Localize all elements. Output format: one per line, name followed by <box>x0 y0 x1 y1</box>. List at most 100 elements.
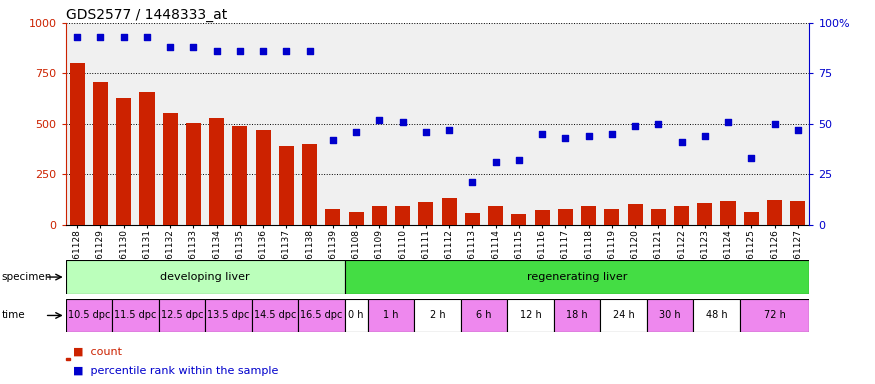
Bar <box>158 299 205 332</box>
Point <box>512 157 526 163</box>
Bar <box>348 212 364 225</box>
Point <box>675 139 689 145</box>
Bar <box>511 214 527 225</box>
Bar <box>345 299 368 332</box>
Text: GDS2577 / 1448333_at: GDS2577 / 1448333_at <box>66 8 227 22</box>
Bar <box>535 210 550 225</box>
Text: 13.5 dpc: 13.5 dpc <box>207 310 249 321</box>
Point <box>791 127 805 133</box>
Text: 16.5 dpc: 16.5 dpc <box>300 310 342 321</box>
Point <box>373 117 387 123</box>
Bar <box>627 205 642 225</box>
Text: developing liver: developing liver <box>160 272 250 282</box>
Bar <box>442 199 457 225</box>
Text: ■  count: ■ count <box>66 346 122 356</box>
Bar <box>651 209 666 225</box>
Point <box>767 121 781 127</box>
Bar <box>507 299 554 332</box>
Point <box>582 133 596 139</box>
Bar <box>720 202 736 225</box>
Bar <box>116 98 131 225</box>
Bar <box>205 299 252 332</box>
Bar <box>693 299 739 332</box>
Text: 6 h: 6 h <box>476 310 492 321</box>
Bar <box>70 63 85 225</box>
Point <box>70 34 84 40</box>
Bar <box>674 207 690 225</box>
Point <box>697 133 711 139</box>
Bar <box>396 207 410 225</box>
Point <box>256 48 270 55</box>
Text: 48 h: 48 h <box>705 310 727 321</box>
Point <box>721 119 735 125</box>
Bar <box>255 130 270 225</box>
Bar <box>186 123 201 225</box>
Bar <box>326 209 340 225</box>
Bar <box>66 299 112 332</box>
Bar <box>66 359 70 360</box>
Text: 12.5 dpc: 12.5 dpc <box>161 310 203 321</box>
Point <box>466 179 480 185</box>
Point <box>558 135 572 141</box>
Point <box>164 44 178 50</box>
Bar <box>368 299 414 332</box>
Text: 18 h: 18 h <box>566 310 588 321</box>
Bar <box>581 207 596 225</box>
Text: 30 h: 30 h <box>659 310 681 321</box>
Point <box>605 131 619 137</box>
Point <box>745 155 759 161</box>
Point <box>140 34 154 40</box>
Bar <box>790 202 805 225</box>
Bar <box>279 146 294 225</box>
Text: specimen: specimen <box>2 272 52 282</box>
Bar <box>554 299 600 332</box>
Bar <box>488 207 503 225</box>
Text: 10.5 dpc: 10.5 dpc <box>67 310 110 321</box>
Bar <box>697 204 712 225</box>
Text: regenerating liver: regenerating liver <box>527 272 627 282</box>
Bar <box>744 212 759 225</box>
Text: time: time <box>2 310 25 321</box>
Point <box>628 123 642 129</box>
Bar <box>647 299 693 332</box>
Bar <box>461 299 507 332</box>
Text: 72 h: 72 h <box>764 310 786 321</box>
Bar <box>298 299 345 332</box>
Point <box>651 121 665 127</box>
Point <box>536 131 550 137</box>
Point <box>326 137 340 143</box>
Point <box>488 159 502 165</box>
Text: 11.5 dpc: 11.5 dpc <box>114 310 157 321</box>
Bar <box>139 92 155 225</box>
Text: 14.5 dpc: 14.5 dpc <box>254 310 296 321</box>
Bar <box>66 260 345 294</box>
Bar <box>112 299 158 332</box>
Point <box>186 44 200 50</box>
Bar <box>605 209 620 225</box>
Point <box>419 129 433 135</box>
Bar <box>209 118 224 225</box>
Bar <box>302 144 318 225</box>
Bar <box>418 202 433 225</box>
Bar <box>739 299 809 332</box>
Bar <box>767 200 782 225</box>
Text: 12 h: 12 h <box>520 310 542 321</box>
Bar <box>414 299 461 332</box>
Point <box>349 129 363 135</box>
Bar <box>252 299 298 332</box>
Point <box>94 34 108 40</box>
Bar <box>465 213 480 225</box>
Bar <box>372 207 387 225</box>
Bar <box>557 209 573 225</box>
Text: 0 h: 0 h <box>348 310 364 321</box>
Text: 1 h: 1 h <box>383 310 399 321</box>
Point <box>210 48 224 55</box>
Point <box>396 119 410 125</box>
Point <box>279 48 293 55</box>
Bar <box>163 113 178 225</box>
Point <box>303 48 317 55</box>
Bar <box>93 81 108 225</box>
Text: ■  percentile rank within the sample: ■ percentile rank within the sample <box>66 366 278 376</box>
Text: 24 h: 24 h <box>612 310 634 321</box>
Point <box>233 48 247 55</box>
